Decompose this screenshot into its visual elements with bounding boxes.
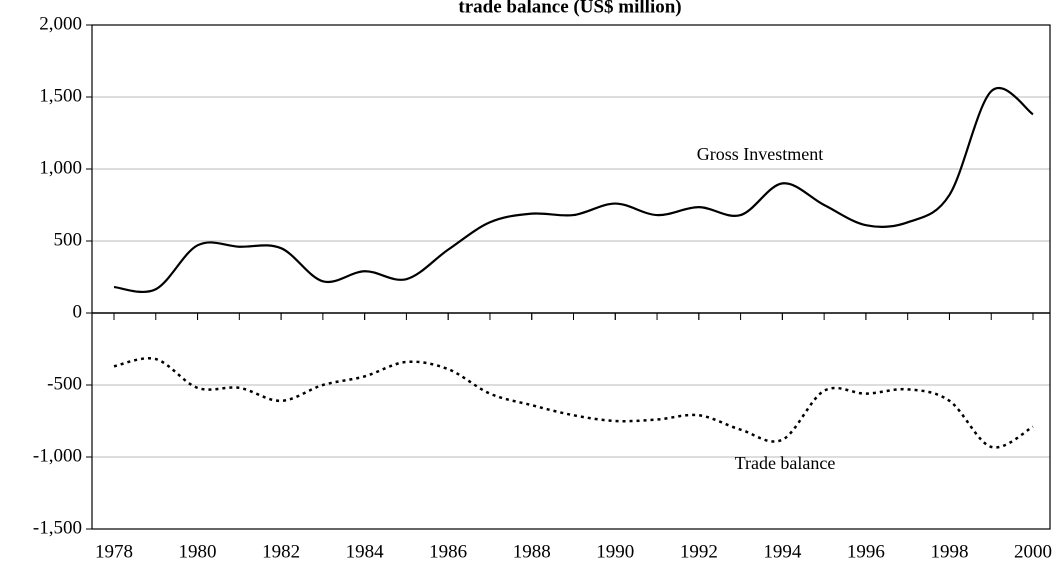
x-tick-label: 1988 [513,541,551,562]
x-tick-label: 1992 [680,541,718,562]
y-tick-label: -1,000 [33,445,82,466]
y-tick-label: 500 [54,229,83,250]
x-tick-label: 1980 [179,541,217,562]
x-tick-label: 1984 [346,541,385,562]
plot-frame [91,24,1051,530]
y-tick-label: 1,000 [39,157,82,178]
x-tick-label: 1996 [847,541,885,562]
x-tick-label: 1990 [596,541,634,562]
x-tick-label: 1998 [930,541,968,562]
y-tick-label: -500 [47,373,82,394]
series-line [113,87,1034,293]
y-tick-label: 1,500 [39,85,82,106]
chart-title: trade balance (US$ million) [458,0,681,17]
series-label: Gross Investment [697,144,823,164]
y-tick-label: 2,000 [39,13,82,34]
x-tick-label: 2000 [1014,541,1052,562]
y-tick-label: 0 [73,301,83,322]
x-tick-label: 1978 [95,541,133,562]
x-tick-label: 1986 [429,541,467,562]
x-tick-label: 1994 [763,541,802,562]
y-tick-label: -1,500 [33,517,82,538]
series-label: Trade balance [735,453,836,473]
series-line [113,357,1034,449]
x-tick-label: 1982 [262,541,300,562]
